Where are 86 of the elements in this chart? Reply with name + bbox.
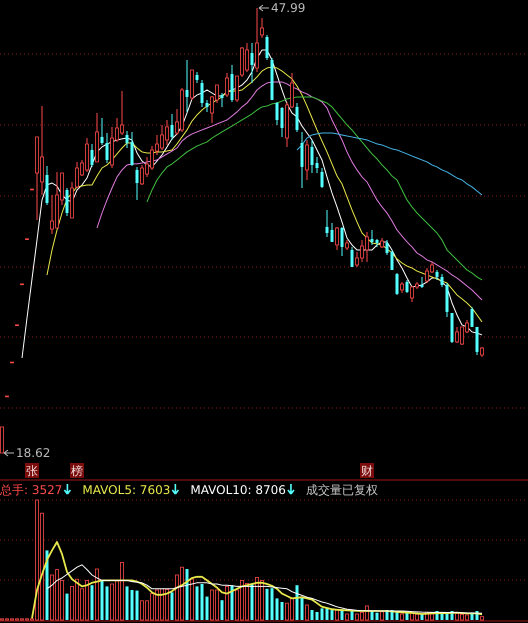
candlestick [400, 281, 404, 294]
bar [186, 569, 188, 620]
candlestick [335, 226, 339, 250]
candlestick [320, 168, 324, 188]
candlestick [480, 346, 484, 358]
candlestick [370, 229, 374, 246]
text: 总手: 3527 [0, 483, 62, 497]
bar [300, 596, 304, 620]
bar [66, 594, 68, 620]
text: 成交量已复权 [306, 483, 378, 497]
bar [126, 586, 128, 620]
bar [310, 610, 314, 620]
annotation: 47.99 [271, 1, 306, 16]
bar [46, 550, 48, 620]
bar [200, 584, 204, 620]
candlestick [436, 269, 438, 280]
bar [480, 616, 484, 620]
candlestick [440, 274, 444, 288]
candlestick [106, 132, 108, 164]
candlestick [206, 99, 208, 112]
candlestick [390, 249, 394, 270]
candlestick [225, 72, 229, 98]
candlestick [386, 239, 388, 256]
bar [296, 585, 298, 620]
bar [90, 585, 94, 620]
candlestick [300, 131, 304, 188]
candlestick [136, 166, 138, 200]
candlestick [196, 71, 198, 84]
bar [400, 614, 404, 620]
bar [190, 578, 194, 620]
bar [305, 604, 309, 620]
bar [316, 612, 318, 620]
bar [100, 581, 104, 620]
candlestick [296, 102, 298, 132]
bar [335, 608, 339, 620]
text: MAVOL10: 8706 [190, 483, 286, 497]
bar [250, 583, 254, 620]
candlestick [350, 246, 354, 268]
candlestick [266, 34, 268, 60]
candlestick [66, 188, 68, 217]
bar [220, 600, 224, 620]
bar [136, 590, 138, 620]
candlestick [130, 131, 134, 167]
bar [95, 568, 99, 620]
candlestick [310, 139, 314, 174]
candlestick [200, 79, 204, 108]
bar [330, 610, 334, 620]
candlestick [396, 272, 398, 296]
candlestick [345, 239, 349, 250]
candlestick [250, 42, 254, 84]
candlestick [280, 106, 284, 138]
bar [320, 608, 324, 620]
bar [380, 611, 384, 620]
annotation: 18.62 [16, 446, 50, 460]
candlestick [186, 59, 188, 112]
bar [106, 586, 108, 620]
candlestick [326, 209, 328, 238]
candlestick [316, 156, 318, 174]
bar [280, 602, 284, 620]
candlestick [406, 279, 408, 294]
candlestick [276, 101, 278, 126]
candlestick [470, 306, 474, 328]
candlestick [380, 238, 384, 248]
bar [225, 586, 229, 620]
bar [270, 588, 274, 620]
bar [196, 586, 198, 620]
candlestick [330, 222, 334, 242]
bar [376, 612, 378, 620]
bar [170, 592, 174, 620]
bar [345, 614, 349, 620]
candlestick [170, 114, 174, 140]
bar [206, 596, 208, 620]
text: MAVOL5: 7603 [82, 483, 170, 497]
candlestick [126, 130, 128, 148]
candlestick [420, 276, 424, 288]
candlestick [90, 144, 94, 168]
candlestick [340, 226, 344, 257]
bar [266, 588, 268, 620]
bar [230, 585, 234, 620]
bar [326, 608, 328, 620]
candlestick [100, 118, 104, 146]
bar [130, 590, 134, 620]
candlestick [235, 76, 239, 102]
candlestick [220, 92, 224, 108]
bar [276, 598, 278, 620]
candlestick [260, 18, 264, 38]
